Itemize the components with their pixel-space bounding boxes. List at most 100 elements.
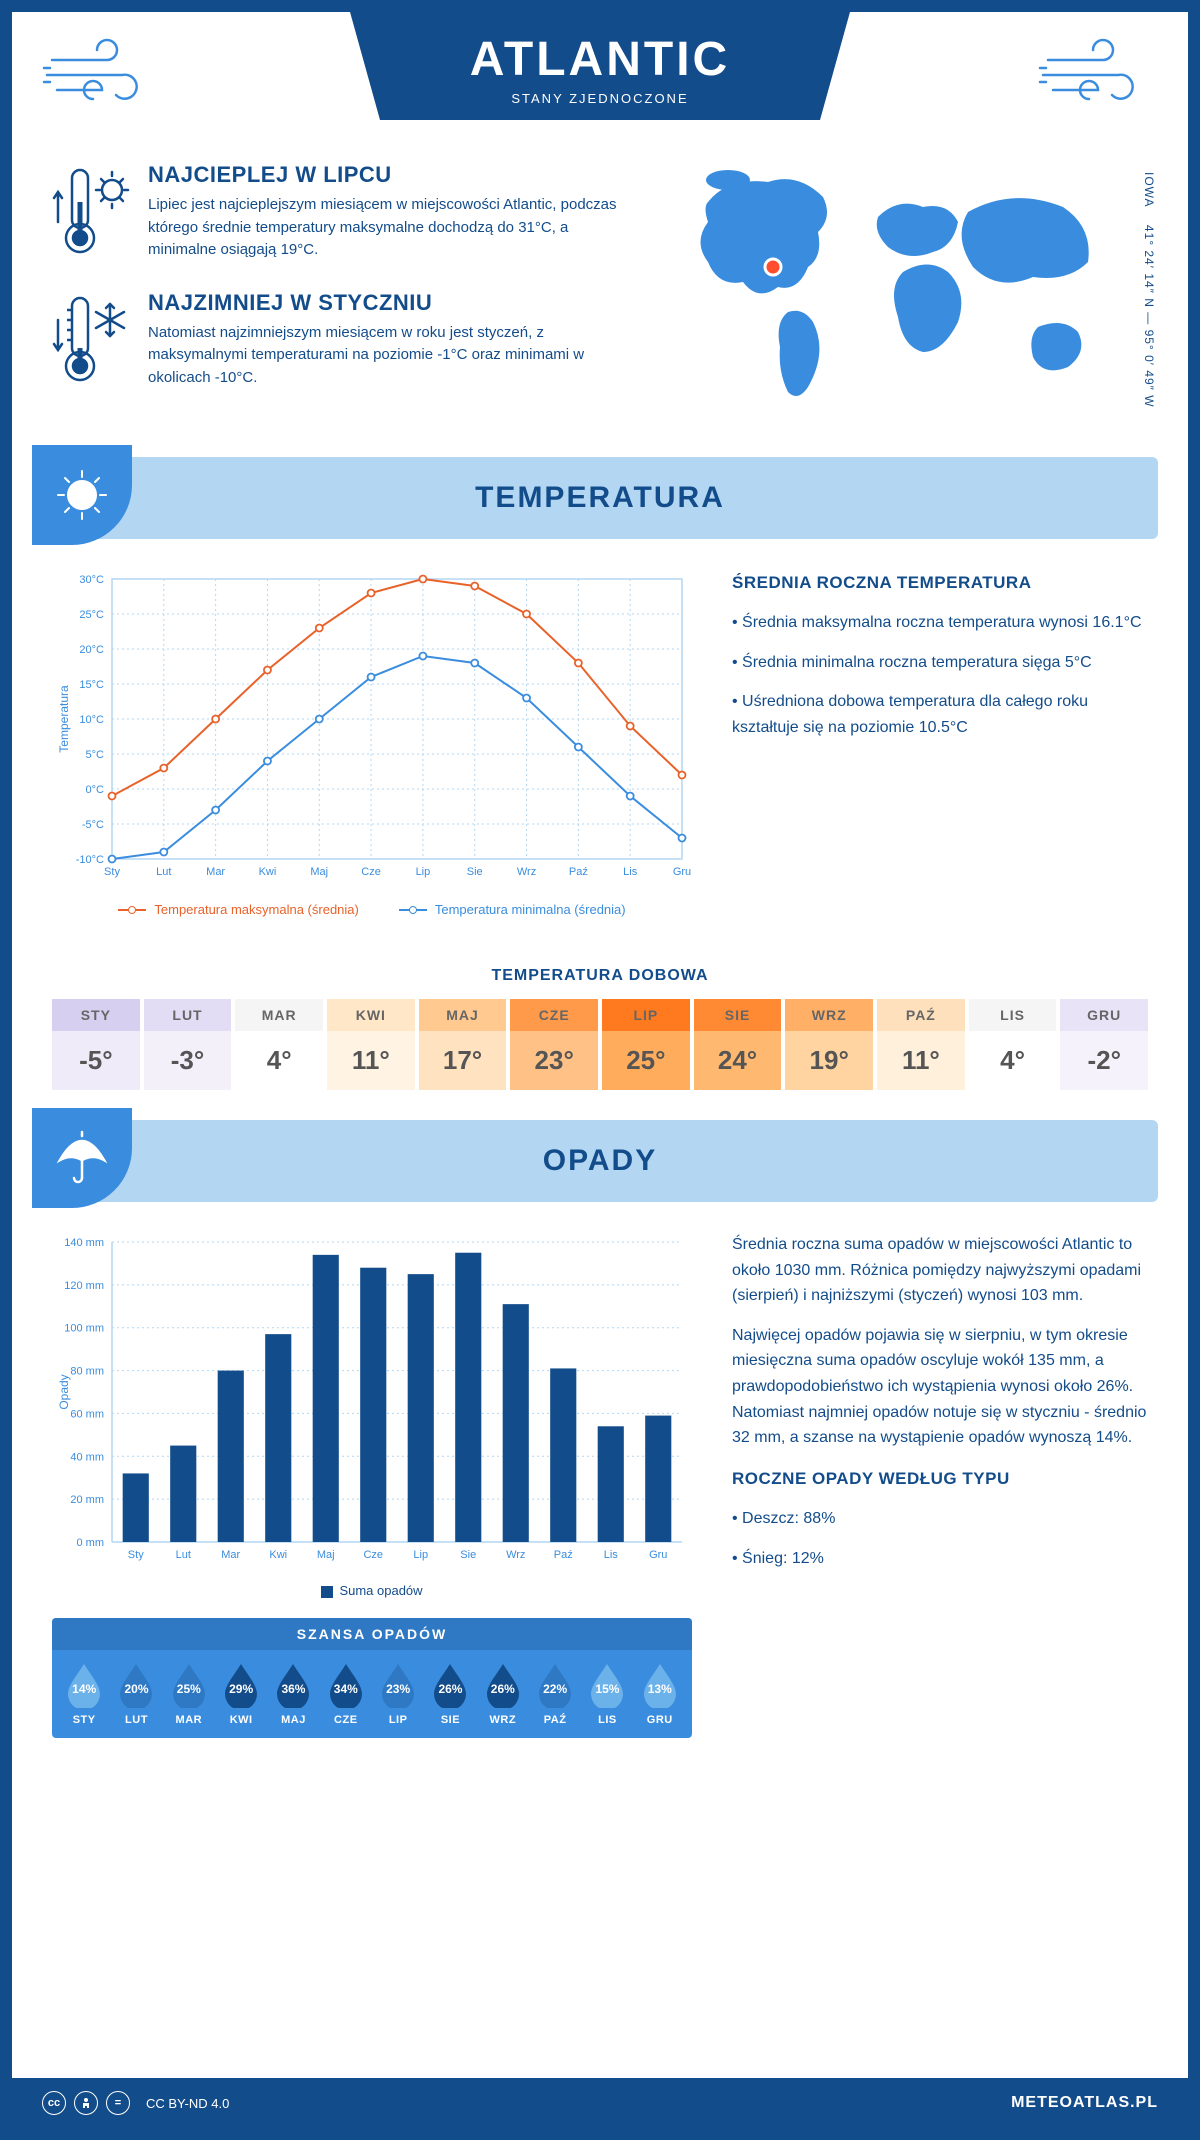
rain-chance-cell: 34% CZE xyxy=(320,1662,372,1726)
rain-chance-cell: 25% MAR xyxy=(163,1662,215,1726)
svg-text:Lis: Lis xyxy=(623,866,638,878)
svg-text:Lis: Lis xyxy=(604,1549,619,1561)
thermometer-hot-icon xyxy=(52,162,132,252)
svg-text:15°C: 15°C xyxy=(79,679,104,691)
precip-type-item: Deszcz: 88% xyxy=(732,1506,1148,1532)
svg-text:Cze: Cze xyxy=(361,866,381,878)
rain-chance-cell: 29% KWI xyxy=(215,1662,267,1726)
page-title: ATLANTIC xyxy=(350,32,850,87)
svg-text:Wrz: Wrz xyxy=(517,866,536,878)
daily-temp-cell: GRU -2° xyxy=(1060,999,1148,1090)
svg-text:10°C: 10°C xyxy=(79,714,104,726)
raindrop-icon: 29% xyxy=(222,1662,260,1708)
temperature-line-chart: -10°C-5°C0°C5°C10°C15°C20°C25°C30°CStyLu… xyxy=(52,569,692,889)
svg-text:Mar: Mar xyxy=(221,1549,240,1561)
daily-temp-cell: WRZ 19° xyxy=(785,999,873,1090)
section-temperature-title: TEMPERATURA xyxy=(475,481,725,514)
precip-type-item: Śnieg: 12% xyxy=(732,1546,1148,1572)
svg-text:Kwi: Kwi xyxy=(269,1549,287,1561)
page: ATLANTIC STANY ZJEDNOCZONE xyxy=(0,0,1200,2140)
precip-types-list: Deszcz: 88% Śnieg: 12% xyxy=(732,1506,1148,1571)
temp-bullet: Średnia maksymalna roczna temperatura wy… xyxy=(732,610,1148,636)
temperature-legend: Temperatura maksymalna (średnia) Tempera… xyxy=(52,902,692,917)
svg-text:Lut: Lut xyxy=(156,866,171,878)
raindrop-icon: 20% xyxy=(117,1662,155,1708)
svg-text:Lut: Lut xyxy=(176,1549,191,1561)
license-block: cc = CC BY-ND 4.0 xyxy=(42,2091,229,2115)
raindrop-icon: 14% xyxy=(65,1662,103,1708)
svg-text:Maj: Maj xyxy=(317,1549,335,1561)
precip-content: 0 mm20 mm40 mm60 mm80 mm100 mm120 mm140 … xyxy=(12,1232,1188,1758)
svg-text:-5°C: -5°C xyxy=(82,819,104,831)
wind-icon xyxy=(1038,30,1158,125)
temp-bullet: Średnia minimalna roczna temperatura się… xyxy=(732,650,1148,676)
svg-text:20 mm: 20 mm xyxy=(70,1494,104,1506)
nd-icon: = xyxy=(106,2091,130,2115)
raindrop-icon: 15% xyxy=(588,1662,626,1708)
svg-text:Lip: Lip xyxy=(413,1549,428,1561)
svg-text:Sty: Sty xyxy=(104,866,120,878)
precip-summary-p1: Średnia roczna suma opadów w miejscowośc… xyxy=(732,1232,1148,1309)
thermometer-cold-icon xyxy=(52,290,132,380)
fact-hottest-text: Lipiec jest najcieplejszym miesiącem w m… xyxy=(148,194,638,262)
raindrop-icon: 26% xyxy=(431,1662,469,1708)
raindrop-icon: 23% xyxy=(379,1662,417,1708)
daily-temp-strip: STY -5° LUT -3° MAR 4° KWI 11° MAJ 17° C… xyxy=(52,999,1148,1090)
raindrop-icon: 26% xyxy=(484,1662,522,1708)
daily-temp-cell: LIS 4° xyxy=(969,999,1057,1090)
svg-text:Gru: Gru xyxy=(649,1549,667,1561)
daily-temp-cell: STY -5° xyxy=(52,999,140,1090)
rain-chance-cell: 15% LIS xyxy=(581,1662,633,1726)
svg-text:60 mm: 60 mm xyxy=(70,1408,104,1420)
svg-text:Sie: Sie xyxy=(467,866,483,878)
daily-temp-cell: CZE 23° xyxy=(510,999,598,1090)
daily-temp-title: TEMPERATURA DOBOWA xyxy=(12,967,1188,985)
svg-text:25°C: 25°C xyxy=(79,609,104,621)
precip-types-title: ROCZNE OPADY WEDŁUG TYPU xyxy=(732,1465,1148,1492)
svg-text:80 mm: 80 mm xyxy=(70,1366,104,1378)
legend-max: Temperatura maksymalna (średnia) xyxy=(154,902,358,917)
map-panel: IOWA 41° 24′ 14″ N — 95° 0′ 49″ W xyxy=(668,162,1148,417)
intro-section: NAJCIEPLEJ W LIPCU Lipiec jest najcieple… xyxy=(12,142,1188,447)
rain-chance-cell: 26% SIE xyxy=(424,1662,476,1726)
rain-chance-panel: SZANSA OPADÓW 14% STY 20% LUT 25% MAR 29… xyxy=(52,1618,692,1738)
precip-summary-p2: Najwięcej opadów pojawia się w sierpniu,… xyxy=(732,1323,1148,1451)
svg-text:Mar: Mar xyxy=(206,866,225,878)
umbrella-icon xyxy=(32,1108,132,1208)
license-text: CC BY-ND 4.0 xyxy=(146,2096,229,2111)
daily-temp-cell: LIP 25° xyxy=(602,999,690,1090)
fact-coldest-text: Natomiast najzimniejszym miesiącem w rok… xyxy=(148,322,638,390)
svg-text:Lip: Lip xyxy=(416,866,431,878)
rain-chance-cell: 20% LUT xyxy=(110,1662,162,1726)
svg-text:0 mm: 0 mm xyxy=(77,1537,105,1549)
legend-min: Temperatura minimalna (średnia) xyxy=(435,902,626,917)
world-map xyxy=(668,162,1148,417)
rain-chance-cell: 23% LIP xyxy=(372,1662,424,1726)
section-precip-title: OPADY xyxy=(543,1144,657,1177)
temp-bullet: Uśredniona dobowa temperatura dla całego… xyxy=(732,689,1148,740)
section-temperature-header: TEMPERATURA xyxy=(42,457,1158,539)
daily-temp-cell: MAJ 17° xyxy=(419,999,507,1090)
daily-temp-cell: KWI 11° xyxy=(327,999,415,1090)
rain-chance-cell: 22% PAŹ xyxy=(529,1662,581,1726)
svg-text:100 mm: 100 mm xyxy=(64,1323,104,1335)
svg-text:Paź: Paź xyxy=(569,866,588,878)
site-name: METEOATLAS.PL xyxy=(1011,2094,1158,2112)
rain-chance-cell: 26% WRZ xyxy=(477,1662,529,1726)
svg-text:0°C: 0°C xyxy=(86,784,105,796)
sun-icon xyxy=(32,445,132,545)
raindrop-icon: 13% xyxy=(641,1662,679,1708)
location-marker xyxy=(765,259,781,275)
temp-summary-list: Średnia maksymalna roczna temperatura wy… xyxy=(732,610,1148,740)
daily-temp-cell: PAŹ 11° xyxy=(877,999,965,1090)
svg-text:-10°C: -10°C xyxy=(76,854,104,866)
svg-text:Wrz: Wrz xyxy=(506,1549,525,1561)
svg-text:Temperatura: Temperatura xyxy=(57,685,71,753)
daily-temp-cell: MAR 4° xyxy=(235,999,323,1090)
fact-coldest-title: NAJZIMNIEJ W STYCZNIU xyxy=(148,290,638,316)
fact-coldest: NAJZIMNIEJ W STYCZNIU Natomiast najzimni… xyxy=(52,290,638,390)
svg-text:20°C: 20°C xyxy=(79,644,104,656)
cc-icon: cc xyxy=(42,2091,66,2115)
svg-text:Sty: Sty xyxy=(128,1549,144,1561)
raindrop-icon: 22% xyxy=(536,1662,574,1708)
